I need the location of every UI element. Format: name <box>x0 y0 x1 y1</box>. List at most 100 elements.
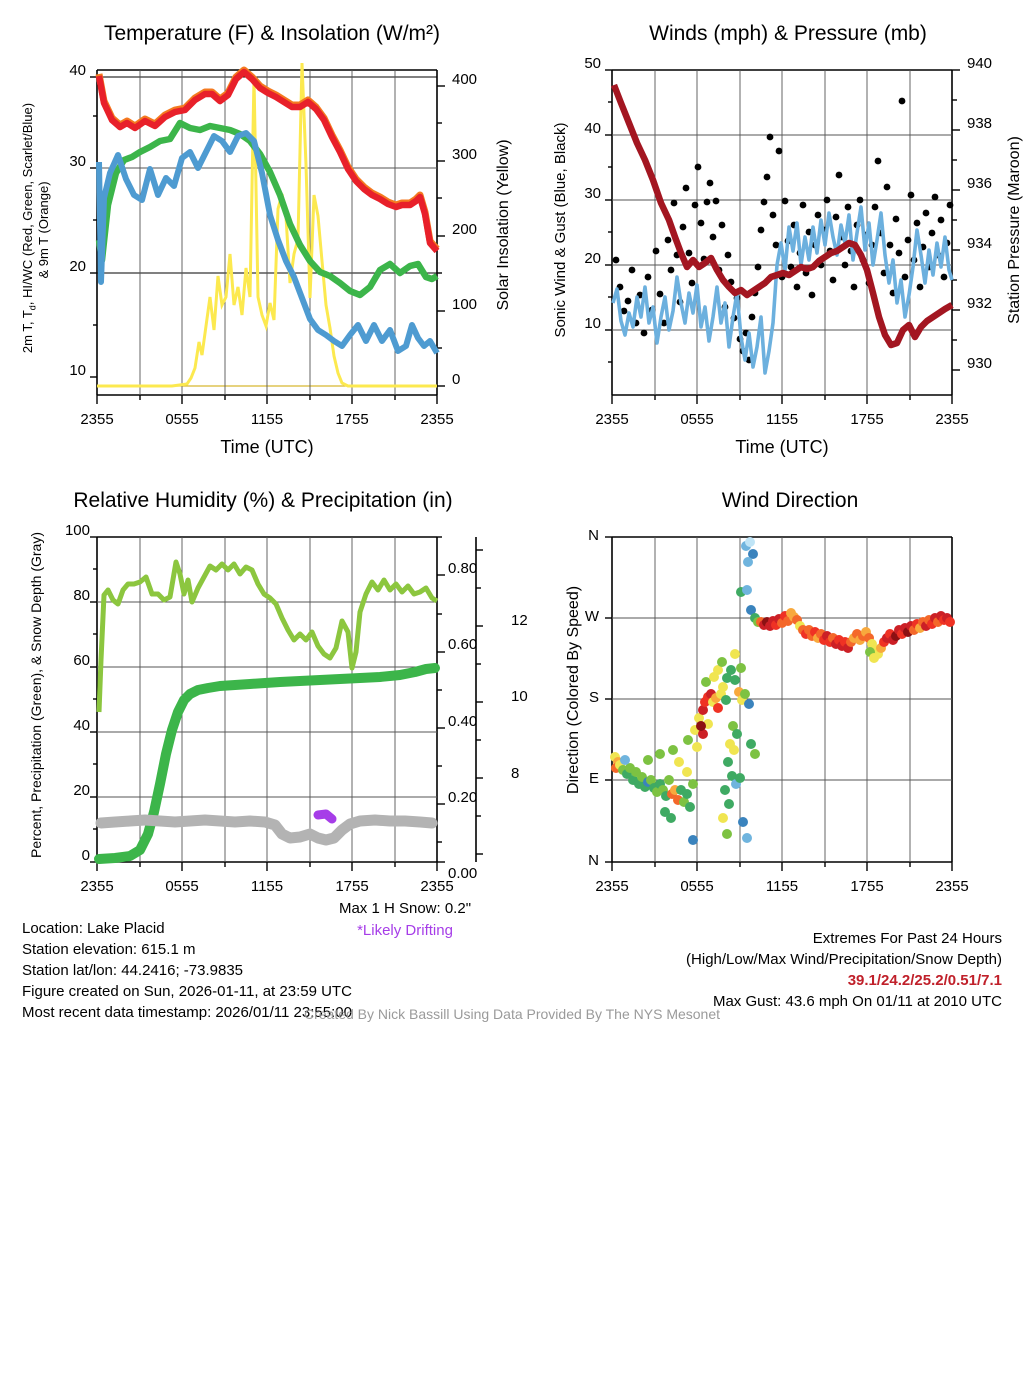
footer-latlon: Station lat/lon: 44.2416; -73.9835 <box>22 962 244 979</box>
panel-wind-direction-title: Wind Direction <box>721 489 859 512</box>
series-wind-direction-scatter <box>610 537 955 845</box>
ytick-pres-934: 934 <box>967 235 993 252</box>
series-drifting-marker <box>313 809 337 824</box>
xtick-temp-4: 2355 <box>420 411 454 428</box>
grid-lines <box>611 69 953 396</box>
series-gust-dots <box>612 97 954 364</box>
max-gust: Max Gust: 43.6 mph On 01/11 at 2010 UTC <box>712 993 1002 1010</box>
series-sonic-wind <box>611 205 954 375</box>
bottom-ticks <box>96 395 438 404</box>
xtick-temp-2: 1155 <box>250 411 284 428</box>
ytick-precip-080: 0.80 <box>448 560 478 577</box>
bottom-ticks <box>611 862 953 871</box>
xtick-wind-3: 1755 <box>850 411 884 428</box>
series-dewpoint <box>95 119 439 299</box>
ytick-wind-20: 20 <box>584 250 601 267</box>
series-2m-temp <box>95 68 440 254</box>
xtick-dir-1: 0555 <box>680 878 714 895</box>
panel-wind-direction-plot <box>605 536 955 871</box>
panel-winds-title: Winds (mph) & Pressure (mb) <box>649 22 927 45</box>
right-ticks <box>437 85 445 387</box>
ytick-precip-060: 0.60 <box>448 636 478 653</box>
series-windchill <box>96 130 440 355</box>
ytick-pres-936: 936 <box>967 175 993 192</box>
ytick-precip-000: 0.00 <box>448 865 478 882</box>
xtick-wind-4: 2355 <box>935 411 969 428</box>
right-ticks <box>952 69 960 371</box>
panel-temperature-ylabel-right: Solar Insolation (Yellow) <box>495 139 512 311</box>
panel-winds-ylabel-left: Sonic Wind & Gust (Blue, Black) <box>552 122 569 338</box>
ytick-wind-10: 10 <box>584 315 601 332</box>
panel-winds-plot <box>605 69 960 404</box>
panel-temperature-plot <box>90 62 445 404</box>
footer-location: Location: Lake Placid <box>22 920 165 937</box>
extremes-title: Extremes For Past 24 Hours <box>812 930 1002 947</box>
footer-created: Figure created on Sun, 2026-01-11, at 23… <box>22 983 352 1000</box>
ytick-insol-200: 200 <box>452 221 478 238</box>
panel-winds-xtitle: Time (UTC) <box>735 437 829 457</box>
right-precip-ticks <box>437 536 445 863</box>
ytick-temp-20: 20 <box>69 258 86 275</box>
xtick-rh-2: 1155 <box>250 878 284 895</box>
ytick-dir-e: E <box>588 770 599 787</box>
xtick-wind-2: 1155 <box>765 411 799 428</box>
ytick-dir-s: S <box>588 689 599 706</box>
ytick-dir-n-top: N <box>588 527 599 544</box>
xtick-dir-4: 2355 <box>935 878 969 895</box>
xtick-dir-0: 2355 <box>595 878 629 895</box>
ytick-rh-60: 60 <box>73 652 90 669</box>
left-ticks <box>605 69 612 363</box>
ytick-temp-40: 40 <box>69 62 86 79</box>
footer-timestamp: Most recent data timestamp: 2026/01/11 2… <box>22 1004 352 1021</box>
xtick-rh-0: 2355 <box>80 878 114 895</box>
xtick-dir-3: 1755 <box>850 878 884 895</box>
xtick-rh-1: 0555 <box>165 878 199 895</box>
xtick-dir-2: 1155 <box>765 878 799 895</box>
ytick-pres-938: 938 <box>967 115 993 132</box>
panel-humidity-title: Relative Humidity (%) & Precipitation (i… <box>73 489 453 512</box>
bottom-ticks <box>96 862 438 871</box>
ytick-rh-0: 0 <box>81 847 90 864</box>
footer-elevation: Station elevation: 615.1 m <box>22 941 196 958</box>
ytick-snow-10: 10 <box>511 688 528 705</box>
series-pressure <box>610 83 954 349</box>
attribution: Created By Nick Bassill Using Data Provi… <box>303 1006 721 1022</box>
xtick-rh-3: 1755 <box>335 878 369 895</box>
ytick-rh-20: 20 <box>73 782 90 799</box>
ytick-precip-040: 0.40 <box>448 713 478 730</box>
xtick-wind-0: 2355 <box>595 411 629 428</box>
ytick-rh-80: 80 <box>73 587 90 604</box>
ytick-insol-0: 0 <box>452 371 461 388</box>
ytick-dir-w: W <box>584 608 599 625</box>
ytick-wind-50: 50 <box>584 55 601 72</box>
xtick-temp-0: 2355 <box>80 411 114 428</box>
bottom-ticks <box>611 395 953 404</box>
ytick-rh-40: 40 <box>73 717 90 734</box>
ytick-wind-40: 40 <box>584 120 601 137</box>
max-snow-annotation: Max 1 H Snow: 0.2" <box>338 900 472 917</box>
ytick-insol-100: 100 <box>452 296 478 313</box>
left-ticks <box>90 536 97 863</box>
panel-temperature-ylabel-left: 2m T, Td, HI/WC (Red, Green, Scarlet/Blu… <box>20 102 38 354</box>
series-snow-depth <box>95 814 438 846</box>
grid-lines <box>96 69 438 396</box>
xtick-rh-4: 2355 <box>420 878 454 895</box>
panel-temperature-xtitle: Time (UTC) <box>220 437 314 457</box>
ytick-temp-10: 10 <box>69 362 86 379</box>
ytick-snow-8: 8 <box>511 765 520 782</box>
right-snow-ticks <box>476 549 483 855</box>
ytick-insol-300: 300 <box>452 146 478 163</box>
panel-humidity-ylabel-left: Percent, Precipitation (Green), & Snow D… <box>28 531 44 859</box>
ytick-wind-30: 30 <box>584 185 601 202</box>
xtick-temp-3: 1755 <box>335 411 369 428</box>
ytick-pres-932: 932 <box>967 295 993 312</box>
panel-winds-ylabel-right: Station Pressure (Maroon) <box>1006 136 1023 324</box>
extremes-subtitle: (High/Low/Max Wind/Precipitation/Snow De… <box>686 951 1002 968</box>
ytick-insol-400: 400 <box>452 71 478 88</box>
ytick-snow-12: 12 <box>511 612 528 629</box>
extremes-values: 39.1/24.2/25.2/0.51/7.1 <box>847 972 1002 989</box>
ytick-pres-940: 940 <box>967 55 993 72</box>
panel-temperature-title: Temperature (F) & Insolation (W/m²) <box>103 22 441 45</box>
xtick-wind-1: 0555 <box>680 411 714 428</box>
ytick-dir-n-bottom: N <box>588 852 599 869</box>
